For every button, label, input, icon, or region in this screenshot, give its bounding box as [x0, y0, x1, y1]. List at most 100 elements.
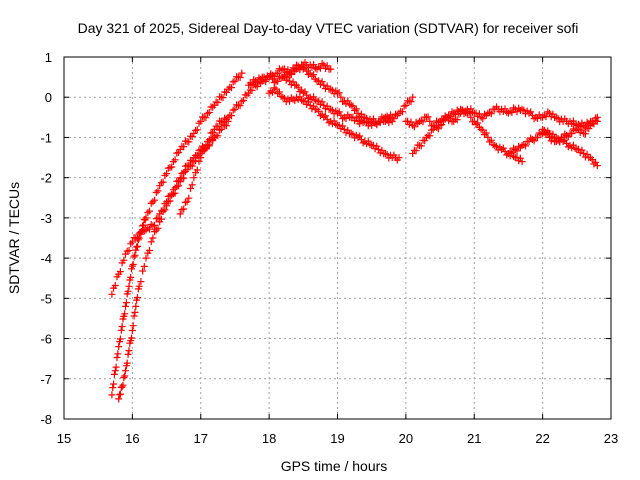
track-c-point — [176, 174, 184, 182]
track-f-point — [369, 141, 377, 149]
track-d-point — [209, 128, 217, 136]
track-e-point — [318, 78, 326, 86]
track-b-point — [149, 234, 157, 242]
track-k-point — [590, 120, 598, 128]
track-b-point — [142, 254, 150, 262]
track-h-point — [546, 109, 553, 117]
y-tick-label: -2 — [40, 171, 52, 186]
track-c-point — [168, 191, 176, 199]
track-c-point — [188, 157, 196, 165]
track-b-point — [122, 367, 129, 375]
track-b-point — [115, 395, 123, 403]
track-f-point — [330, 117, 338, 125]
track-d-point — [221, 114, 229, 122]
x-tick-label: 18 — [262, 431, 276, 446]
track-k-point — [556, 138, 564, 146]
track-b-point — [128, 334, 135, 342]
track-i-point — [487, 136, 495, 144]
track-d-point — [197, 154, 205, 162]
track-d-point — [238, 97, 246, 105]
track-k-point — [581, 130, 589, 138]
track-e-point — [274, 69, 282, 77]
x-tick-label: 16 — [125, 431, 139, 446]
track-b-point — [130, 312, 138, 320]
track-h-point — [534, 115, 541, 122]
track-h-point — [472, 109, 480, 117]
track-i-point — [457, 105, 465, 113]
track-b-point — [120, 374, 128, 382]
track-e-point — [402, 101, 410, 109]
track-k-point — [549, 134, 557, 142]
track-g-point — [318, 98, 326, 106]
track-a-point — [147, 199, 155, 207]
track-b-point — [140, 262, 148, 270]
track-b-point — [119, 381, 127, 389]
track-e-point — [281, 65, 288, 73]
track-g-point — [315, 97, 323, 105]
track-e-point — [287, 70, 295, 77]
track-c-point — [137, 230, 145, 238]
track-e-point — [253, 79, 261, 86]
track-f-point — [306, 101, 314, 109]
track-a-point — [134, 242, 141, 250]
track-j-point — [513, 147, 521, 155]
y-tick-label: -7 — [40, 372, 52, 387]
track-f-point — [269, 88, 276, 96]
y-tick-label: -3 — [40, 211, 52, 226]
track-f-point — [339, 122, 347, 130]
track-c-point — [180, 169, 188, 177]
track-b-point — [121, 372, 129, 380]
track-d-point — [176, 210, 184, 218]
track-e-point — [270, 73, 278, 80]
track-i-point — [426, 132, 434, 140]
track-e-point — [284, 66, 292, 74]
track-d-point — [214, 123, 222, 131]
track-k-point — [544, 129, 552, 137]
track-i-point — [510, 153, 518, 160]
y-tick-label: 0 — [45, 90, 52, 105]
track-a-point — [228, 84, 235, 92]
track-a-point — [159, 178, 167, 186]
track-i-point — [434, 125, 442, 133]
track-b-point — [151, 228, 159, 236]
track-c-point — [210, 133, 218, 141]
track-h-point — [481, 110, 488, 118]
track-b-point — [146, 247, 153, 254]
track-g-point — [284, 74, 292, 82]
track-j-point — [569, 141, 577, 149]
track-d-point — [185, 194, 193, 202]
track-a-point — [219, 94, 227, 102]
track-f-point — [332, 120, 340, 128]
track-h-point — [527, 108, 535, 116]
track-a-point — [193, 126, 201, 134]
track-b-point — [134, 294, 141, 301]
track-j-point — [590, 160, 598, 168]
track-e-point — [310, 71, 318, 79]
x-tick-label: 19 — [330, 431, 344, 446]
track-a-point — [121, 310, 129, 318]
track-e-point — [347, 101, 355, 109]
track-h-point — [467, 105, 475, 113]
track-f-point — [279, 93, 287, 101]
track-j-point — [564, 143, 572, 151]
track-a-point — [118, 323, 126, 330]
track-d-point — [219, 119, 227, 127]
track-d-point — [217, 117, 225, 125]
track-f-point — [298, 96, 306, 104]
track-d-point — [188, 181, 196, 189]
track-e-point — [328, 86, 336, 94]
track-j-point — [530, 137, 538, 145]
track-j-point — [520, 141, 528, 148]
track-a-point — [131, 251, 139, 259]
track-a-point — [188, 133, 196, 141]
track-c-point — [193, 152, 201, 160]
track-i-point — [412, 147, 420, 155]
track-d-point — [205, 136, 213, 144]
track-i-point — [513, 153, 521, 161]
track-g-point — [320, 101, 328, 109]
track-d-point — [190, 174, 198, 182]
track-j-point — [515, 142, 523, 150]
track-i-point — [446, 113, 454, 120]
track-a-point — [144, 209, 152, 217]
track-g-point — [310, 93, 318, 101]
